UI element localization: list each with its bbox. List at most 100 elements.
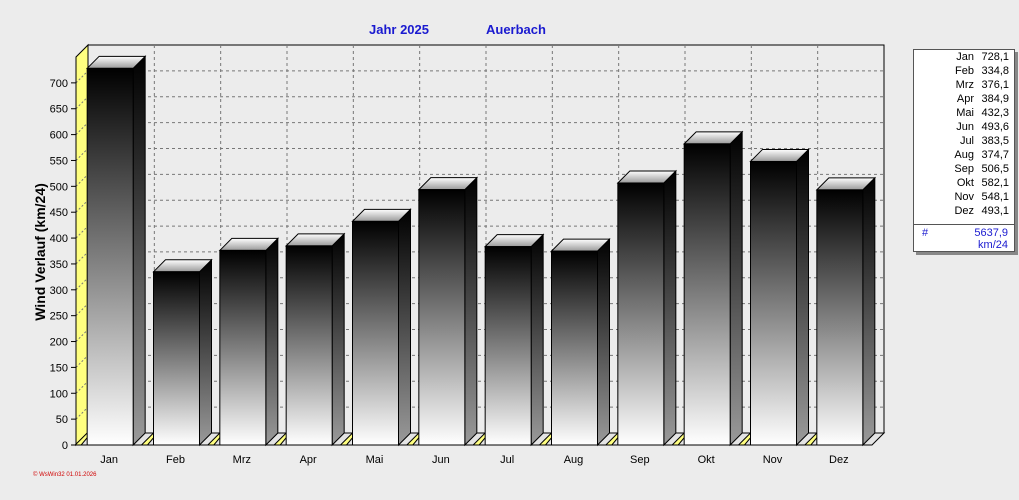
legend-value: 548,1 <box>981 191 1009 203</box>
y-tick-label: 550 <box>50 155 68 167</box>
legend-value: 506,5 <box>981 163 1009 175</box>
bar-jul <box>471 233 545 447</box>
bar-side <box>199 258 212 447</box>
bar-side <box>597 237 610 447</box>
bar-mai <box>339 208 412 447</box>
legend-row: Apr 384,9 <box>914 92 1014 106</box>
bar-side <box>464 176 478 447</box>
gridline-wall <box>75 380 89 394</box>
x-tick-label: Jul <box>500 454 514 466</box>
x-tick-label: Mrz <box>233 454 251 466</box>
bar-front <box>683 143 731 446</box>
legend-month: Okt <box>956 177 974 189</box>
x-tick-label: Aug <box>564 454 584 466</box>
legend-month: Feb <box>955 65 974 77</box>
bar-side <box>398 208 411 447</box>
legend-month: Apr <box>956 93 974 105</box>
software-credit: © WsWin32 01.01.2026 <box>33 472 97 478</box>
bar-nov <box>737 148 810 447</box>
bar-apr <box>272 232 346 447</box>
legend-month: Sep <box>954 163 974 175</box>
value-legend: Jan 728,1 Feb 334,8 Mrz 376,1 Apr 384,9 Mai 432,3… <box>913 49 1015 252</box>
total-unit: km/24 <box>978 239 1008 251</box>
x-tick-label: Jun <box>432 454 450 466</box>
legend-month: Nov <box>954 191 974 203</box>
legend-row: Feb 334,8 <box>914 64 1014 78</box>
bar-side <box>862 176 876 447</box>
y-tick-label: 650 <box>50 104 68 116</box>
gridline-wall <box>75 329 89 342</box>
bar-front <box>352 220 399 446</box>
legend-month: Dez <box>954 205 974 217</box>
legend-value: 383,5 <box>981 135 1009 147</box>
legend-row: Jan 728,1 <box>914 50 1014 64</box>
y-tick-label: 150 <box>50 362 68 374</box>
gridline-wall <box>75 303 89 317</box>
x-tick-label: Mai <box>366 454 384 466</box>
bar-side <box>530 233 544 447</box>
legend-month: Mrz <box>955 79 974 91</box>
bar-side <box>796 148 809 447</box>
gridline-wall <box>75 199 89 213</box>
legend-row: Jun 493,6 <box>914 120 1014 134</box>
bar-front <box>418 189 466 446</box>
x-tick-label: Nov <box>763 454 783 466</box>
y-axis-label: Wind Verlauf (km/24) <box>32 183 48 321</box>
y-tick-label: 500 <box>50 181 68 193</box>
plot-left-wall <box>75 43 89 447</box>
legend-month: Jun <box>956 121 974 133</box>
bar-front <box>484 246 532 446</box>
y-tick-label: 350 <box>50 259 68 271</box>
legend-value: 384,9 <box>981 93 1009 105</box>
legend-row: Dez 493,1 <box>914 204 1014 218</box>
gridline-wall <box>75 96 89 110</box>
y-tick-label: 700 <box>50 78 68 90</box>
bar-front <box>816 189 864 446</box>
bar-front <box>285 245 333 446</box>
y-tick-label: 400 <box>50 233 68 245</box>
legend-row: Okt 582,1 <box>914 176 1014 190</box>
bar-front <box>86 67 134 446</box>
legend-value: 432,3 <box>981 107 1009 119</box>
gridline-wall <box>75 148 89 161</box>
bar-mrz <box>206 237 280 447</box>
bar-jan <box>73 55 147 447</box>
legend-value: 493,1 <box>981 205 1009 217</box>
legend-month: Jul <box>959 135 974 147</box>
y-tick-label: 450 <box>50 207 68 219</box>
legend-value: 728,1 <box>981 51 1009 63</box>
gridline-wall <box>75 355 89 368</box>
bar-side <box>265 237 279 447</box>
bar-side <box>729 130 743 447</box>
bar-feb <box>140 258 213 447</box>
x-tick-label: Okt <box>698 454 715 466</box>
bar-okt <box>670 130 744 447</box>
legend-row: Sep 506,5 <box>914 162 1014 176</box>
legend-value: 334,8 <box>981 65 1009 77</box>
legend-value: 493,6 <box>981 121 1009 133</box>
y-tick-label: 200 <box>50 337 68 349</box>
bar-side <box>132 55 146 447</box>
gridline-wall <box>75 173 89 187</box>
bar-side <box>331 232 345 447</box>
legend-month: Mai <box>956 107 974 119</box>
legend-row: Mrz 376,1 <box>914 78 1014 92</box>
y-tick-label: 300 <box>50 285 68 297</box>
gridline-wall <box>75 122 89 135</box>
legend-month: Aug <box>954 149 974 161</box>
x-tick-label: Jan <box>100 454 118 466</box>
bar-aug <box>538 237 611 447</box>
legend-value: 582,1 <box>981 177 1009 189</box>
station-title: Auerbach <box>486 22 546 37</box>
bar-dez <box>803 176 877 447</box>
legend-value: 376,1 <box>981 79 1009 91</box>
gridline-wall <box>75 277 89 291</box>
bar-side <box>663 169 677 447</box>
bar-front <box>219 249 267 446</box>
x-tick-label: Apr <box>300 454 317 466</box>
legend-month: Jan <box>956 51 974 63</box>
legend-value: 374,7 <box>981 149 1009 161</box>
legend-row: Nov 548,1 <box>914 190 1014 204</box>
bar-front <box>551 250 598 446</box>
